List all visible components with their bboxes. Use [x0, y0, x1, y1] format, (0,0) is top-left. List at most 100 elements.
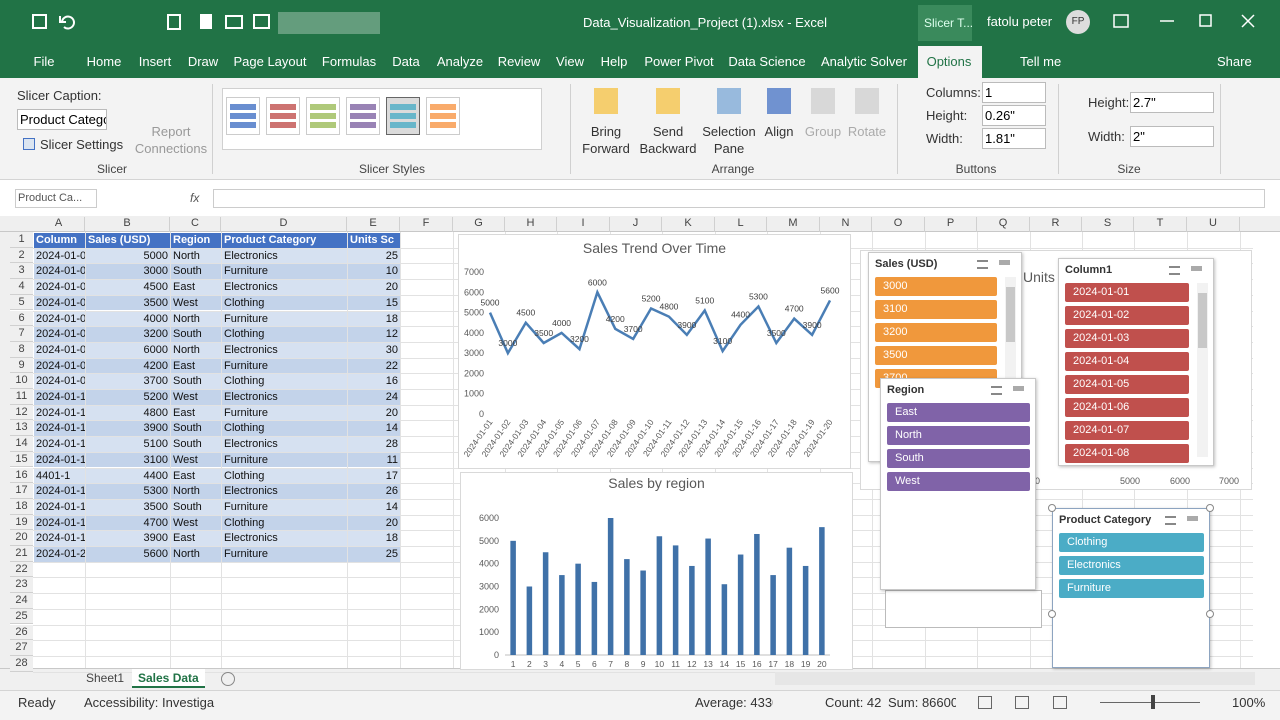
paste-icon[interactable]	[200, 14, 212, 29]
cell[interactable]: 22	[348, 358, 400, 374]
zoom-thumb[interactable]	[1151, 695, 1155, 709]
slicer-style[interactable]	[386, 97, 420, 135]
cell[interactable]: Clothing	[222, 515, 347, 531]
slicer-item[interactable]: 2024-01-01	[1065, 283, 1189, 302]
cell[interactable]: 15	[348, 295, 400, 311]
slicer-item[interactable]: South	[887, 449, 1030, 468]
cell[interactable]: 5300	[86, 484, 170, 499]
cell[interactable]: 12	[348, 327, 400, 342]
cell[interactable]: 18	[348, 311, 400, 327]
cell[interactable]: 5100	[86, 437, 170, 452]
form-icon[interactable]	[253, 14, 270, 29]
ribbon-button[interactable]: Send Backward	[639, 124, 697, 156]
field-input[interactable]: 1	[982, 82, 1046, 103]
status-accessibility[interactable]: Accessibility: Investiga	[84, 695, 215, 710]
cell[interactable]: South	[171, 421, 221, 437]
field-input[interactable]: 0.26"	[982, 105, 1046, 126]
cell[interactable]: 14	[348, 499, 400, 515]
cell[interactable]: 25	[348, 248, 400, 264]
cell[interactable]: 4401-1	[34, 468, 85, 484]
menu-tab[interactable]: Home	[86, 54, 122, 69]
cell[interactable]: Units Sc	[348, 233, 400, 248]
field-input[interactable]: 2"	[1130, 126, 1214, 147]
cell[interactable]: West	[171, 295, 221, 311]
slicer-item[interactable]: 2024-01-07	[1065, 421, 1189, 440]
cell[interactable]: 20	[348, 405, 400, 421]
cell[interactable]: 2024-01-1	[34, 390, 85, 405]
scroll-thumb[interactable]	[1198, 293, 1207, 348]
slicer[interactable]: Product Category Clothing Electronics Furni…	[1052, 508, 1210, 668]
slicer-style[interactable]	[226, 97, 260, 135]
cell[interactable]: 20	[348, 280, 400, 295]
ribbon-button[interactable]: Bring Forward	[582, 124, 630, 156]
cell[interactable]: North	[171, 248, 221, 264]
slicer-item[interactable]: West	[887, 472, 1030, 491]
cell[interactable]: Clothing	[222, 421, 347, 437]
cell[interactable]: 5600	[86, 547, 170, 562]
status-zoom[interactable]: 100%	[1232, 695, 1266, 710]
menu-tab[interactable]: Options	[926, 54, 972, 69]
cell[interactable]: 3500	[86, 295, 170, 311]
sheet-tab[interactable]: Sales Data	[132, 669, 205, 688]
menu-tab[interactable]: Data	[392, 54, 420, 69]
cell[interactable]: 4000	[86, 311, 170, 327]
share[interactable]: Share	[1217, 54, 1252, 69]
cell[interactable]: 3700	[86, 374, 170, 389]
cell[interactable]: South	[171, 374, 221, 389]
menu-tab[interactable]: Data Science	[728, 54, 806, 69]
cell[interactable]: 30	[348, 342, 400, 358]
cell[interactable]: Furniture	[222, 264, 347, 280]
save-icon[interactable]	[32, 14, 47, 29]
cell[interactable]: East	[171, 405, 221, 421]
cell[interactable]: East	[171, 468, 221, 484]
cell[interactable]: 2024-01-1	[34, 405, 85, 421]
clear-filter-icon[interactable]	[999, 260, 1010, 270]
slicer-item[interactable]: Furniture	[1059, 579, 1204, 598]
cell[interactable]: South	[171, 327, 221, 342]
cell[interactable]: 4500	[86, 280, 170, 295]
menu-tab[interactable]: File	[33, 54, 55, 69]
copy-icon[interactable]	[167, 14, 181, 30]
slicer-item[interactable]: 3500	[875, 346, 997, 365]
cell[interactable]: East	[171, 358, 221, 374]
cell[interactable]: North	[171, 342, 221, 358]
cell[interactable]: Clothing	[222, 374, 347, 389]
cell[interactable]: 2024-01-0	[34, 311, 85, 327]
menu-tab[interactable]: View	[556, 54, 584, 69]
cell[interactable]: Electronics	[222, 280, 347, 295]
multi-select-icon[interactable]	[991, 386, 1002, 395]
name-box[interactable]: Product Ca...	[15, 189, 97, 208]
cell[interactable]: North	[171, 311, 221, 327]
cell[interactable]: 6000	[86, 342, 170, 358]
menu-tab[interactable]: Power Pivot	[644, 54, 714, 69]
cell[interactable]: Clothing	[222, 295, 347, 311]
menu-tab[interactable]: Page Layout	[233, 54, 307, 69]
cell[interactable]: 2024-01-1	[34, 515, 85, 531]
cell[interactable]: 4400	[86, 468, 170, 484]
cell[interactable]: 2024-01-0	[34, 264, 85, 280]
cell[interactable]: North	[171, 547, 221, 562]
fx[interactable]: fx	[190, 191, 200, 205]
cell[interactable]: 2024-01-1	[34, 499, 85, 515]
menu-tab[interactable]: Analyze	[436, 54, 484, 69]
cell[interactable]: Clothing	[222, 327, 347, 342]
cell[interactable]: 3900	[86, 531, 170, 546]
field-input[interactable]: 1.81"	[982, 128, 1046, 149]
cell[interactable]: 25	[348, 547, 400, 562]
cell[interactable]: Furniture	[222, 547, 347, 562]
cell[interactable]: 5000	[86, 248, 170, 264]
cell[interactable]: South	[171, 499, 221, 515]
cell[interactable]: 2024-01-1	[34, 484, 85, 499]
multi-select-icon[interactable]	[1165, 516, 1176, 525]
slicer-style[interactable]	[346, 97, 380, 135]
clear-filter-icon[interactable]	[1191, 266, 1202, 276]
slicer-item[interactable]: 2024-01-03	[1065, 329, 1189, 348]
cell[interactable]: West	[171, 515, 221, 531]
cell[interactable]: Electronics	[222, 484, 347, 499]
view-button[interactable]	[1053, 696, 1067, 709]
view-button[interactable]	[1015, 696, 1029, 709]
cell[interactable]: East	[171, 531, 221, 546]
cell[interactable]: 18	[348, 531, 400, 546]
cell[interactable]: Column	[34, 233, 85, 248]
scroll-thumb[interactable]	[1006, 287, 1015, 342]
